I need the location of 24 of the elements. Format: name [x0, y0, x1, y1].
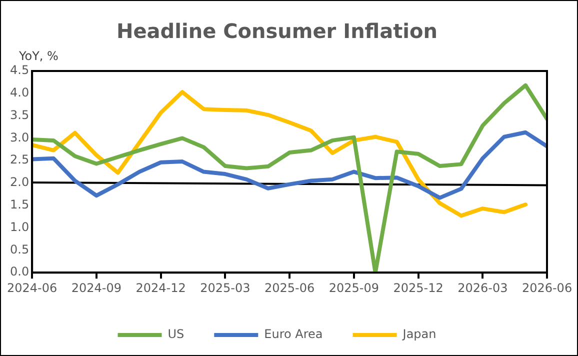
y-tick-label: 3.5 — [10, 108, 30, 122]
x-tick-label: 2025-06 — [264, 280, 315, 295]
y-tick-label: 0.5 — [10, 242, 30, 256]
legend-label: Japan — [402, 327, 436, 342]
y-tick-label: 0.0 — [10, 264, 30, 279]
y-tick-label: 1.5 — [10, 198, 30, 212]
legend-label: US — [168, 327, 184, 342]
x-tick-label: 2025-03 — [200, 280, 250, 295]
y-tick-label: 2.5 — [10, 152, 30, 167]
y-tick-label: 2.0 — [10, 175, 30, 190]
y-tick-label: 4.5 — [10, 63, 30, 78]
x-tick-label: 2024-06 — [7, 280, 58, 295]
x-tick-label: 2024-12 — [136, 280, 186, 295]
x-tick-label: 2025-09 — [328, 280, 379, 295]
y-tick-label: 3.0 — [10, 130, 30, 144]
x-tick-label: 2024-09 — [71, 280, 122, 295]
x-tick-label: 2026-06 — [522, 280, 572, 295]
y-axis-title: YoY, % — [18, 49, 58, 64]
legend-label: Euro Area — [264, 327, 323, 342]
y-tick-label: 4.0 — [10, 86, 30, 100]
x-tick-label: 2025-12 — [393, 280, 444, 295]
x-tick-label: 2026-03 — [458, 280, 508, 295]
chart-title: Headline Consumer Inflation — [116, 19, 438, 44]
y-tick-label: 1.0 — [10, 220, 30, 234]
